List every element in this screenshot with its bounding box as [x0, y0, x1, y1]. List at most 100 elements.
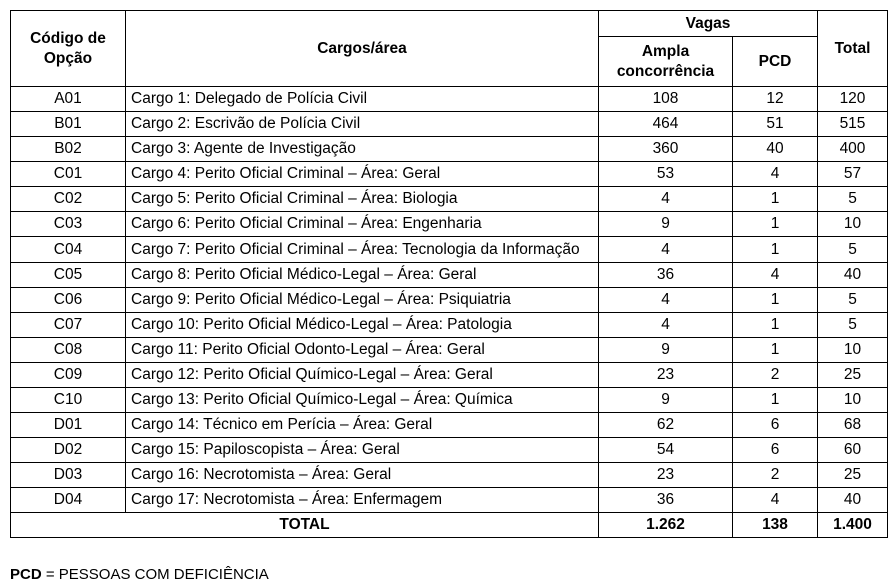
row-total: 120	[817, 86, 888, 112]
row-pcd: 1	[732, 287, 818, 313]
footnote: PCD = PESSOAS COM DEFICIÊNCIA	[10, 566, 269, 584]
row-code: D02	[10, 437, 126, 463]
table-row: C01 Cargo 4: Perito Oficial Criminal – Ár…	[10, 161, 888, 187]
row-cargo: Cargo 5: Perito Oficial Criminal – Área:…	[125, 186, 599, 212]
row-pcd: 2	[732, 462, 818, 488]
row-cargo: Cargo 11: Perito Oficial Odonto-Legal – …	[125, 337, 599, 363]
row-total: 57	[817, 161, 888, 187]
row-cargo: Cargo 14: Técnico em Perícia – Área: Ger…	[125, 412, 599, 438]
row-cargo: Cargo 10: Perito Oficial Médico-Legal – …	[125, 312, 599, 338]
table-row: D04 Cargo 17: Necrotomista – Área: Enferm…	[10, 487, 888, 513]
row-ampla: 36	[598, 262, 733, 288]
row-cargo: Cargo 16: Necrotomista – Área: Geral	[125, 462, 599, 488]
row-ampla: 9	[598, 337, 733, 363]
table-row: C10 Cargo 13: Perito Oficial Químico-Lega…	[10, 387, 888, 413]
row-pcd: 1	[732, 387, 818, 413]
row-pcd: 2	[732, 362, 818, 388]
row-ampla: 54	[598, 437, 733, 463]
row-cargo: Cargo 17: Necrotomista – Área: Enfermage…	[125, 487, 599, 513]
row-code: C09	[10, 362, 126, 388]
row-pcd: 1	[732, 186, 818, 212]
row-total: 5	[817, 236, 888, 263]
row-total: 60	[817, 437, 888, 463]
table-row: C09 Cargo 12: Perito Oficial Químico-Lega…	[10, 362, 888, 388]
row-cargo: Cargo 8: Perito Oficial Médico-Legal – Á…	[125, 262, 599, 288]
row-pcd: 51	[732, 111, 818, 137]
row-ampla: 9	[598, 387, 733, 413]
row-total: 40	[817, 262, 888, 288]
total-row: TOTAL 1.262 138 1.400	[10, 512, 888, 538]
row-cargo: Cargo 9: Perito Oficial Médico-Legal – Á…	[125, 287, 599, 313]
total-pcd: 138	[732, 512, 818, 538]
row-code: C02	[10, 186, 126, 212]
row-cargo: Cargo 3: Agente de Investigação	[125, 136, 599, 162]
table-row: B01 Cargo 2: Escrivão de Polícia Civil 464…	[10, 111, 888, 137]
row-code: B02	[10, 136, 126, 162]
table-footer: TOTAL 1.262 138 1.400	[10, 512, 888, 538]
row-total: 25	[817, 362, 888, 388]
row-code: C01	[10, 161, 126, 187]
row-pcd: 4	[732, 487, 818, 513]
row-cargo: Cargo 6: Perito Oficial Criminal – Área:…	[125, 211, 599, 237]
row-code: C10	[10, 387, 126, 413]
row-ampla: 23	[598, 462, 733, 488]
vacancy-table: Código de Opção Cargos/área Vagas Total …	[10, 10, 888, 538]
row-ampla: 108	[598, 86, 733, 112]
footnote-text: = PESSOAS COM DEFICIÊNCIA	[41, 566, 269, 583]
row-pcd: 1	[732, 211, 818, 237]
table-row: C07 Cargo 10: Perito Oficial Médico-Legal…	[10, 312, 888, 338]
row-cargo: Cargo 7: Perito Oficial Criminal – Área:…	[125, 236, 599, 263]
row-ampla: 4	[598, 186, 733, 212]
total-label: TOTAL	[10, 512, 599, 538]
table-header: Código de Opção Cargos/área Vagas Total …	[10, 10, 888, 87]
row-ampla: 62	[598, 412, 733, 438]
row-total: 5	[817, 287, 888, 313]
row-code: C08	[10, 337, 126, 363]
row-ampla: 4	[598, 287, 733, 313]
table-body: A01 Cargo 1: Delegado de Polícia Civil 108…	[10, 86, 888, 513]
row-cargo: Cargo 15: Papiloscopista – Área: Geral	[125, 437, 599, 463]
table-row: D03 Cargo 16: Necrotomista – Área: Geral 2…	[10, 462, 888, 488]
row-ampla: 464	[598, 111, 733, 137]
row-ampla: 36	[598, 487, 733, 513]
header-total: Total	[817, 10, 888, 87]
table-row: C04 Cargo 7: Perito Oficial Criminal – Ár…	[10, 236, 888, 263]
row-ampla: 360	[598, 136, 733, 162]
row-cargo: Cargo 2: Escrivão de Polícia Civil	[125, 111, 599, 137]
row-total: 10	[817, 387, 888, 413]
row-code: C05	[10, 262, 126, 288]
row-code: C06	[10, 287, 126, 313]
row-cargo: Cargo 12: Perito Oficial Químico-Legal –…	[125, 362, 599, 388]
row-ampla: 4	[598, 236, 733, 263]
row-code: B01	[10, 111, 126, 137]
table-row: C03 Cargo 6: Perito Oficial Criminal – Ár…	[10, 211, 888, 237]
header-cargos: Cargos/área	[125, 10, 599, 87]
header-vagas: Vagas	[598, 10, 818, 37]
table-row: C08 Cargo 11: Perito Oficial Odonto-Legal…	[10, 337, 888, 363]
row-pcd: 12	[732, 86, 818, 112]
table-row: C05 Cargo 8: Perito Oficial Médico-Legal …	[10, 262, 888, 288]
row-total: 68	[817, 412, 888, 438]
row-code: C07	[10, 312, 126, 338]
row-pcd: 4	[732, 161, 818, 187]
footnote-abbr: PCD	[10, 566, 42, 583]
row-total: 400	[817, 136, 888, 162]
total-total: 1.400	[817, 512, 888, 538]
row-pcd: 6	[732, 412, 818, 438]
total-ampla: 1.262	[598, 512, 733, 538]
row-ampla: 23	[598, 362, 733, 388]
row-total: 10	[817, 211, 888, 237]
table-row: B02 Cargo 3: Agente de Investigação 360 40 4…	[10, 136, 888, 162]
header-codigo: Código de Opção	[10, 10, 126, 87]
row-pcd: 1	[732, 236, 818, 263]
table-row: D01 Cargo 14: Técnico em Perícia – Área: …	[10, 412, 888, 438]
table-row: C06 Cargo 9: Perito Oficial Médico-Legal …	[10, 287, 888, 313]
row-code: D03	[10, 462, 126, 488]
row-pcd: 1	[732, 312, 818, 338]
row-total: 25	[817, 462, 888, 488]
row-pcd: 4	[732, 262, 818, 288]
row-cargo: Cargo 4: Perito Oficial Criminal – Área:…	[125, 161, 599, 187]
row-total: 5	[817, 312, 888, 338]
row-total: 515	[817, 111, 888, 137]
